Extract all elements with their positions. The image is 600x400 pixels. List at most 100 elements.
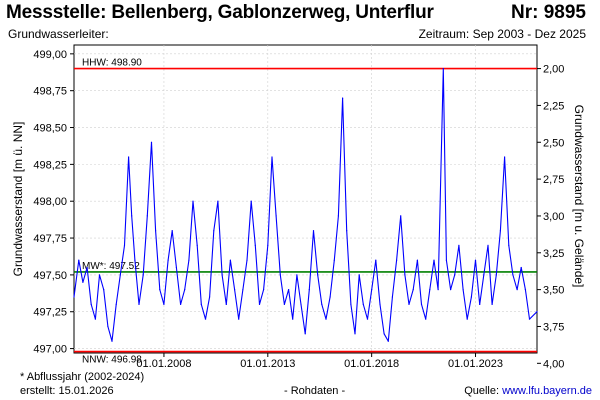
- y-tick-label-left: 498,00: [33, 196, 67, 208]
- data-point: [450, 289, 452, 291]
- data-point: [123, 244, 126, 246]
- data-point: [175, 266, 177, 269]
- data-point: [238, 318, 240, 320]
- data-point: [354, 333, 356, 335]
- data-point: [304, 333, 306, 335]
- data-point: [107, 325, 109, 328]
- data-point: [536, 311, 538, 313]
- source-label: Quelle:: [464, 385, 503, 397]
- data-point: [504, 156, 506, 158]
- data-point: [258, 303, 261, 305]
- data-point: [524, 289, 527, 291]
- created-date: erstellt: 15.01.2026: [20, 385, 114, 397]
- data-point: [103, 289, 105, 291]
- data-point: [171, 230, 173, 232]
- data-point: [433, 259, 435, 261]
- data-point: [111, 340, 113, 342]
- data-point: [396, 259, 398, 261]
- data-point: [82, 281, 84, 283]
- data-point: [400, 215, 402, 217]
- y-tick-label-left: 499,00: [33, 49, 67, 61]
- data-point: [213, 230, 215, 232]
- y-tick-label-left: 497,50: [33, 270, 67, 282]
- data-point: [346, 230, 348, 232]
- data-point: [254, 244, 256, 246]
- y-tick-label-right: 3,75: [543, 321, 564, 333]
- y-tick-label-left: 498,75: [33, 86, 67, 98]
- y-tick-label-right: 3,00: [543, 211, 564, 223]
- data-point: [229, 259, 231, 261]
- data-point: [474, 259, 477, 261]
- y-tick-label-left: 497,75: [33, 233, 67, 245]
- data-point: [128, 156, 130, 158]
- data-point: [479, 303, 481, 305]
- data-point: [520, 266, 522, 269]
- data-point: [221, 274, 223, 276]
- data-point: [234, 289, 236, 291]
- data-point: [512, 274, 514, 276]
- y-tick-label-left: 497,25: [33, 307, 67, 319]
- data-point: [387, 340, 389, 342]
- data-point: [73, 296, 75, 298]
- threshold-label-low: NNW: 496.98: [82, 355, 142, 366]
- x-tick-label: 01.01.2018: [344, 358, 399, 370]
- series-line-groundwater-level: [73, 68, 538, 342]
- data-point: [134, 259, 136, 261]
- data-point: [209, 296, 211, 298]
- data-point: [470, 296, 472, 298]
- data-point: [131, 215, 133, 217]
- plot-area: [73, 44, 538, 354]
- data-point: [242, 289, 244, 291]
- data-point: [98, 274, 101, 276]
- data-point: [379, 303, 381, 305]
- data-point: [321, 303, 323, 305]
- station-number: Nr: 9895: [511, 2, 586, 23]
- data-point: [196, 244, 198, 246]
- y-tick-label-right: 4,00: [543, 358, 564, 370]
- data-point: [375, 259, 377, 261]
- data-point: [425, 318, 427, 320]
- data-point: [371, 289, 373, 291]
- data-point: [487, 244, 489, 246]
- data-point: [267, 244, 269, 246]
- data-point: [263, 289, 265, 291]
- data-point: [317, 274, 319, 276]
- raw-data-note: - Rohdaten -: [284, 385, 346, 397]
- data-point: [383, 333, 385, 335]
- data-point: [246, 259, 248, 261]
- data-point: [184, 289, 186, 291]
- data-point: [200, 303, 202, 305]
- data-point: [204, 318, 207, 320]
- data-point: [437, 289, 439, 291]
- data-point: [288, 289, 290, 291]
- x-tick-label: 01.01.2023: [448, 358, 503, 370]
- data-point: [325, 318, 327, 320]
- y-tick-label-right: 2,75: [543, 174, 564, 186]
- data-point: [300, 303, 302, 305]
- source-note: Quelle: www.lfu.bayern.de: [464, 385, 592, 397]
- data-point: [192, 200, 194, 202]
- data-point: [180, 303, 182, 305]
- data-point: [115, 303, 117, 305]
- data-point: [167, 259, 169, 261]
- data-point: [466, 318, 468, 320]
- data-point: [442, 68, 444, 70]
- source-link[interactable]: www.lfu.bayern.de: [502, 385, 592, 397]
- data-point: [408, 303, 410, 305]
- data-point: [78, 259, 80, 261]
- data-point: [86, 266, 88, 269]
- aquifer-label: Grundwasserleiter:: [8, 27, 109, 41]
- data-point: [250, 200, 252, 202]
- data-point: [495, 274, 497, 276]
- data-point: [350, 303, 352, 305]
- data-point: [391, 296, 393, 298]
- data-point: [454, 274, 456, 276]
- data-point: [271, 156, 273, 158]
- data-point: [138, 303, 140, 305]
- y-tick-label-right: 3,50: [543, 285, 564, 297]
- y-tick-label-right: 2,50: [543, 137, 564, 149]
- y-tick-label-right: 3,25: [543, 248, 564, 260]
- data-point: [146, 215, 148, 217]
- data-point: [119, 274, 121, 276]
